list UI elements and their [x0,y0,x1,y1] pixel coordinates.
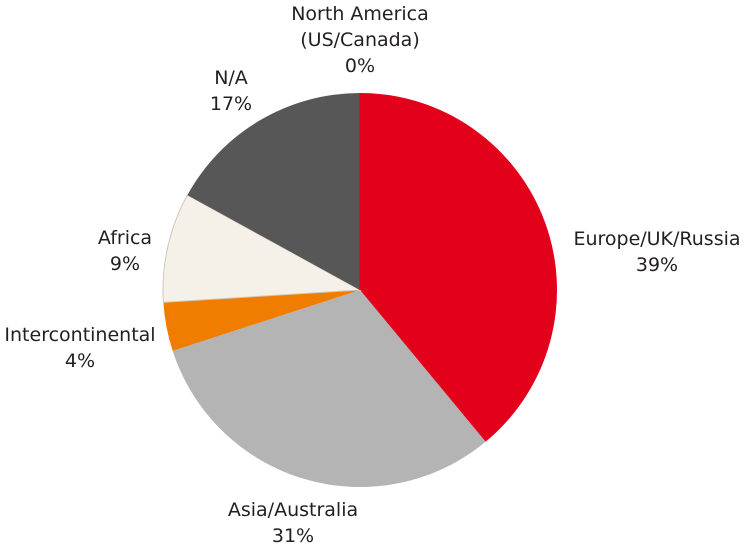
pie-slices [162,93,557,487]
pie-labels: North America (US/Canada) 0% Europe/UK/Russ… [4,3,740,546]
slice-n-a [187,93,360,290]
name-label-asia-australia: Asia/Australia [228,499,358,521]
label-africa: Africa 9% [98,227,152,275]
name-label-n-a: N/A [214,67,248,89]
value-label-africa: 9% [110,253,140,275]
value-label-n-a: 17% [210,93,252,115]
label-north-america-us-canada: North America (US/Canada) 0% [291,3,429,77]
slice-intercontinental [163,290,360,351]
slice-africa [162,194,362,303]
name-label-north-america-us-canada: (US/Canada) [300,29,420,51]
value-label-intercontinental: 4% [65,350,95,372]
name-label-africa: Africa [98,227,152,249]
name-label-europe-uk-russia: Europe/UK/Russia [573,228,740,250]
slice-europe-uk-russia [360,93,557,442]
label-n-a: N/A 17% [210,67,252,115]
value-label-europe-uk-russia: 39% [636,254,678,276]
name-label-intercontinental: Intercontinental [4,324,155,346]
name-label-north-america-us-canada: North America [291,3,429,25]
label-asia-australia: Asia/Australia 31% [228,499,358,546]
label-intercontinental: Intercontinental 4% [4,324,155,372]
label-europe-uk-russia: Europe/UK/Russia 39% [573,228,740,276]
slice-asia-australia [172,290,486,487]
value-label-north-america-us-canada: 0% [345,55,375,77]
value-label-asia-australia: 31% [272,525,314,546]
